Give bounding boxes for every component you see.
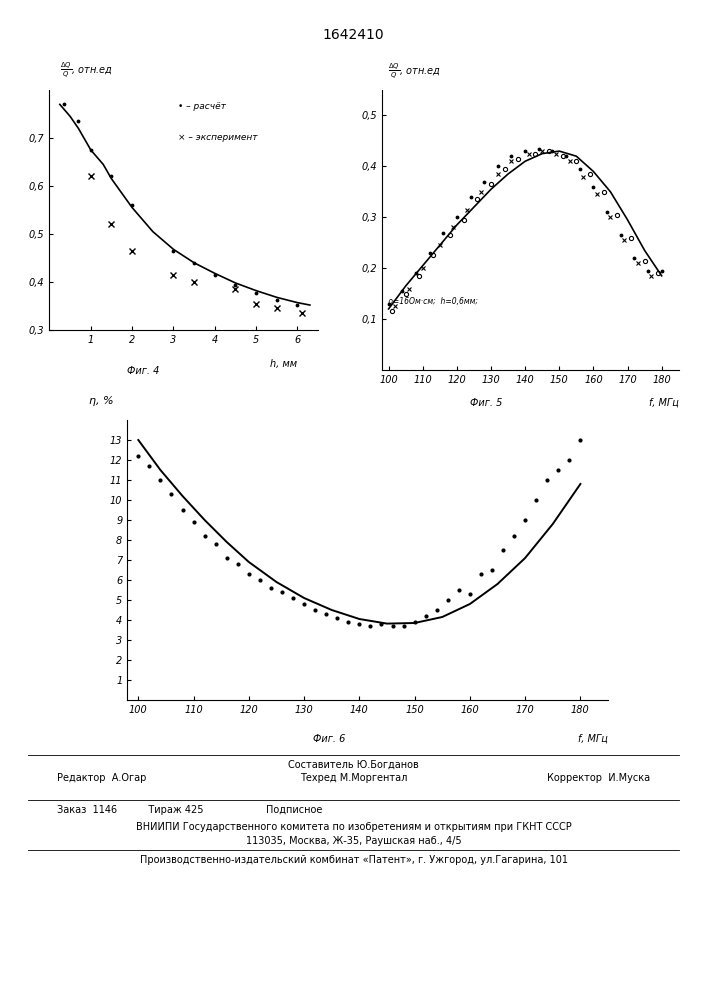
Text: ○– S образца=1634 мм²;: ○– S образца=1634 мм²; (346, 460, 445, 469)
Text: Фиг. 6: Фиг. 6 (313, 734, 345, 744)
Text: η, %: η, % (89, 396, 113, 406)
Text: • – расчёт: • – расчёт (178, 102, 226, 111)
Text: Производственно-издательский комбинат «Патент», г. Ужгород, ул.Гагарина, 101: Производственно-издательский комбинат «П… (139, 855, 568, 865)
Text: •– S образца=4534 мм²;  S контура=415 мм²: •– S образца=4534 мм²; S контура=415 мм² (346, 426, 525, 435)
Text: $\frac{\Delta Q}{Q}$, отн.ед: $\frac{\Delta Q}{Q}$, отн.ед (60, 61, 113, 81)
Text: Корректор  И.Муска: Корректор И.Муска (547, 773, 650, 783)
Text: f, МГц: f, МГц (649, 398, 679, 408)
Text: Техред М.Моргентал: Техред М.Моргентал (300, 773, 407, 783)
Text: × – эксперимент: × – эксперимент (178, 133, 258, 142)
Text: 1642410: 1642410 (322, 28, 385, 42)
Text: ×– S образца=2800 мм²;: ×– S образца=2800 мм²; (346, 493, 444, 502)
Text: Заказ  1146          Тираж 425                    Подписное: Заказ 1146 Тираж 425 Подписное (57, 805, 322, 815)
Text: Фиг. 5: Фиг. 5 (469, 398, 502, 408)
Text: ВНИИПИ Государственного комитета по изобретениям и открытиям при ГКНТ СССР: ВНИИПИ Государственного комитета по изоб… (136, 822, 571, 832)
Text: $\frac{\Delta Q}{Q}$, отн.ед: $\frac{\Delta Q}{Q}$, отн.ед (387, 62, 440, 82)
Text: Фиг. 4: Фиг. 4 (127, 366, 160, 376)
Text: 113035, Москва, Ж-35, Раушская наб., 4/5: 113035, Москва, Ж-35, Раушская наб., 4/5 (246, 836, 461, 846)
Text: ρ=16Ом·см;  h=0,6мм;: ρ=16Ом·см; h=0,6мм; (387, 297, 478, 306)
Text: Составитель Ю.Богданов: Составитель Ю.Богданов (288, 760, 419, 770)
Text: h, мм: h, мм (269, 359, 297, 369)
Text: f, МГц: f, МГц (578, 734, 608, 744)
Text: Редактор  А.Огар: Редактор А.Огар (57, 773, 146, 783)
